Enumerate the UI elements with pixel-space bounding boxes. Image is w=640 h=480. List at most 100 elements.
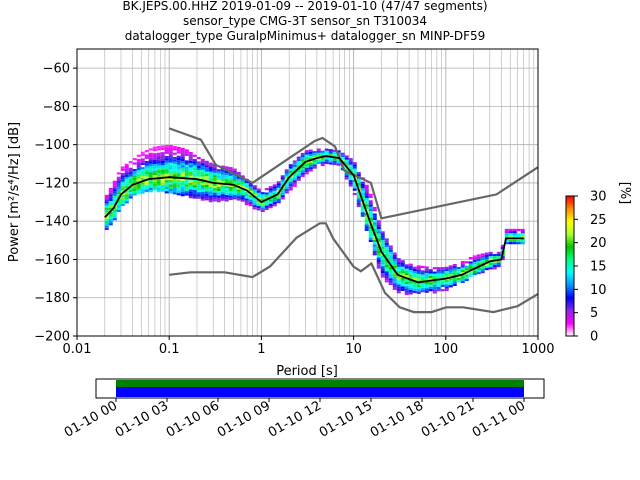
psd-cell bbox=[136, 189, 141, 193]
psd-cell bbox=[152, 170, 157, 174]
psd-cell bbox=[408, 283, 413, 286]
psd-cell bbox=[256, 195, 261, 198]
psd-cell bbox=[192, 189, 197, 193]
psd-cell bbox=[272, 204, 277, 207]
psd-cell bbox=[304, 167, 309, 170]
psd-cell bbox=[204, 187, 209, 190]
psd-cell bbox=[140, 160, 145, 163]
psd-cell bbox=[520, 235, 525, 238]
chart-title-line3: datalogger_type GuralpMinimus+ datalogge… bbox=[125, 29, 486, 43]
psd-cell bbox=[360, 212, 365, 215]
psd-cell bbox=[120, 175, 125, 178]
psd-cell bbox=[292, 164, 297, 168]
psd-cell bbox=[200, 165, 205, 168]
psd-cell bbox=[480, 271, 485, 274]
psd-cell bbox=[160, 154, 165, 157]
psd-cell bbox=[508, 242, 513, 245]
psd-cell bbox=[244, 202, 249, 206]
psd-cell bbox=[200, 167, 205, 170]
psd-cell bbox=[388, 276, 393, 279]
psd-cell bbox=[124, 185, 129, 188]
psd-cell bbox=[140, 151, 145, 154]
psd-cell bbox=[508, 231, 513, 234]
psd-cell bbox=[124, 198, 129, 202]
psd-cell bbox=[208, 173, 213, 176]
psd-cell bbox=[240, 195, 245, 198]
psd-cell bbox=[360, 190, 365, 193]
psd-cell bbox=[124, 168, 129, 171]
psd-cell bbox=[372, 242, 377, 245]
psd-cell bbox=[268, 190, 273, 193]
psd-cell bbox=[412, 271, 417, 274]
psd-cell bbox=[180, 172, 185, 175]
psd-cell bbox=[200, 158, 205, 162]
psd-cell bbox=[168, 145, 173, 148]
psd-cell bbox=[124, 170, 129, 173]
psd-cell bbox=[164, 164, 169, 167]
psd-cell bbox=[148, 181, 153, 184]
psd-cell bbox=[440, 289, 445, 292]
psd-cell bbox=[108, 223, 113, 226]
psd-cell bbox=[112, 196, 117, 199]
psd-cell bbox=[296, 165, 301, 168]
psd-cell bbox=[216, 169, 221, 172]
psd-cell bbox=[468, 274, 473, 277]
psd-cell bbox=[444, 288, 449, 291]
psd-cell bbox=[512, 228, 517, 232]
psd-cell bbox=[376, 246, 381, 249]
psd-cell bbox=[400, 284, 405, 287]
psd-cell bbox=[368, 193, 373, 196]
psd-cell bbox=[492, 267, 497, 270]
psd-cell bbox=[188, 167, 193, 170]
psd-cell bbox=[320, 152, 325, 156]
psd-cell bbox=[336, 161, 341, 164]
psd-cell bbox=[156, 163, 161, 166]
chart-title-line1: BK.JEPS.00.HHZ 2019-01-09 -- 2019-01-10 … bbox=[122, 0, 487, 13]
psd-cell bbox=[204, 171, 209, 174]
psd-cell bbox=[448, 269, 453, 272]
psd-cell bbox=[196, 163, 201, 166]
psd-cell bbox=[404, 270, 409, 274]
psd-cell bbox=[260, 203, 265, 206]
psd-cell bbox=[168, 186, 173, 190]
psd-cell bbox=[388, 274, 393, 277]
psd-cell bbox=[328, 153, 333, 156]
psd-cell bbox=[260, 194, 265, 197]
psd-cell bbox=[140, 189, 145, 192]
psd-cell bbox=[360, 214, 365, 217]
colorbar-tick-label: 30 bbox=[590, 190, 607, 205]
psd-cell bbox=[152, 179, 157, 182]
x-tick-label: 0.01 bbox=[63, 342, 92, 357]
psd-cell bbox=[188, 193, 193, 197]
psd-cell bbox=[212, 186, 217, 189]
psd-cell bbox=[168, 180, 173, 183]
psd-cell bbox=[504, 239, 509, 243]
psd-cell bbox=[248, 190, 253, 194]
psd-cell bbox=[284, 178, 289, 181]
psd-cell bbox=[372, 246, 377, 249]
psd-cell bbox=[112, 187, 117, 190]
psd-cell bbox=[164, 186, 169, 189]
psd-cell bbox=[272, 184, 277, 187]
psd-cell bbox=[356, 202, 361, 205]
psd-cell bbox=[360, 205, 365, 209]
psd-cell bbox=[420, 279, 425, 282]
psd-cell bbox=[144, 174, 149, 177]
psd-cell bbox=[128, 196, 133, 199]
psd-cell bbox=[128, 167, 133, 170]
psd-cell bbox=[372, 220, 377, 223]
psd-cell bbox=[412, 268, 417, 272]
psd-cell bbox=[420, 270, 425, 273]
psd-cell bbox=[184, 153, 189, 156]
colorbar-gradient bbox=[565, 195, 575, 337]
psd-cell bbox=[128, 180, 133, 184]
psd-cell bbox=[408, 265, 413, 269]
psd-cell bbox=[408, 276, 413, 280]
psd-cell bbox=[120, 168, 125, 171]
psd-cell bbox=[268, 186, 273, 189]
psd-cell bbox=[328, 157, 333, 161]
psd-cell bbox=[256, 197, 261, 200]
psd-cell bbox=[236, 180, 241, 183]
psd-cell bbox=[192, 196, 197, 199]
psd-cell bbox=[348, 175, 353, 178]
